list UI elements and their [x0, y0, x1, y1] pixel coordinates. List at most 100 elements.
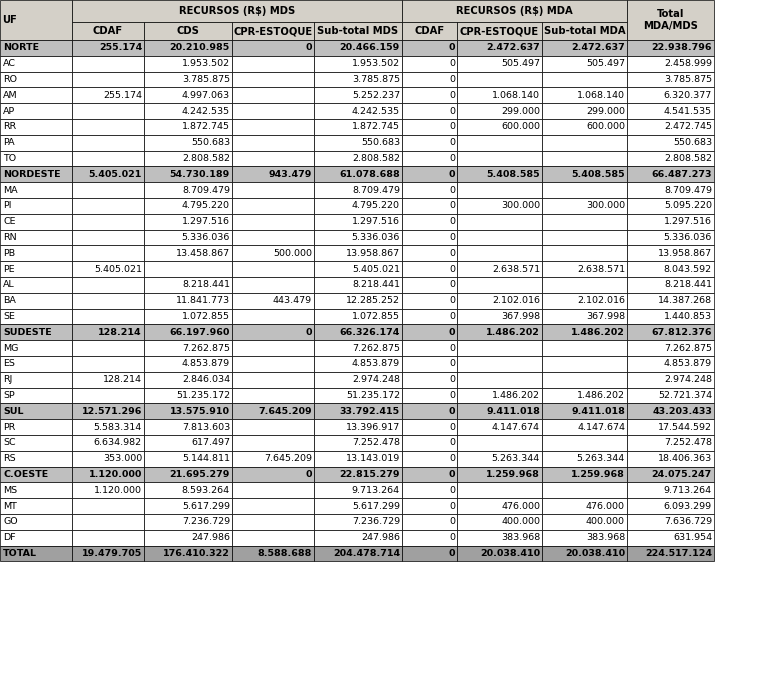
Bar [314, 482, 402, 498]
Bar [627, 135, 714, 150]
Text: 4.242.535: 4.242.535 [182, 107, 230, 116]
Bar [72, 514, 144, 530]
Text: 5.617.299: 5.617.299 [182, 502, 230, 511]
Text: 6.320.377: 6.320.377 [664, 91, 712, 100]
Bar [457, 214, 542, 229]
Bar [542, 545, 627, 561]
Bar [0, 514, 72, 530]
Text: 255.174: 255.174 [99, 44, 142, 53]
Bar [144, 166, 232, 182]
Text: 5.095.220: 5.095.220 [664, 202, 712, 211]
Bar [457, 277, 542, 293]
Bar [627, 103, 714, 119]
Text: 128.214: 128.214 [98, 328, 142, 337]
Bar [0, 530, 72, 545]
Text: 631.954: 631.954 [673, 533, 712, 542]
Bar [402, 22, 457, 40]
Bar [0, 229, 72, 245]
Bar [402, 229, 457, 245]
Bar [144, 214, 232, 229]
Bar [402, 356, 457, 372]
Text: 176.410.322: 176.410.322 [163, 549, 230, 558]
Bar [314, 71, 402, 87]
Text: AM: AM [3, 91, 18, 100]
Text: 2.846.034: 2.846.034 [182, 375, 230, 384]
Bar [457, 71, 542, 87]
Bar [72, 293, 144, 308]
Text: 18.406.363: 18.406.363 [657, 454, 712, 463]
Bar [0, 0, 72, 40]
Text: 5.336.036: 5.336.036 [664, 233, 712, 242]
Bar [314, 229, 402, 245]
Text: MS: MS [3, 486, 17, 495]
Bar [457, 308, 542, 324]
Text: RR: RR [3, 123, 16, 132]
Bar [72, 150, 144, 166]
Bar [402, 40, 457, 56]
Text: 9.713.264: 9.713.264 [352, 486, 400, 495]
Text: RECURSOS (R$) MDA: RECURSOS (R$) MDA [456, 6, 573, 16]
Bar [144, 419, 232, 435]
Text: 300.000: 300.000 [586, 202, 625, 211]
Text: 8.218.441: 8.218.441 [664, 281, 712, 290]
Text: 1.440.853: 1.440.853 [664, 312, 712, 321]
Bar [0, 56, 72, 71]
Text: 299.000: 299.000 [586, 107, 625, 116]
Bar [72, 466, 144, 482]
Bar [457, 340, 542, 356]
Text: 5.263.344: 5.263.344 [492, 454, 540, 463]
Text: 0: 0 [449, 91, 455, 100]
Bar [542, 514, 627, 530]
Bar [144, 71, 232, 87]
Text: PR: PR [3, 423, 15, 432]
Text: AC: AC [3, 59, 16, 68]
Text: 66.326.174: 66.326.174 [339, 328, 400, 337]
Text: 67.812.376: 67.812.376 [651, 328, 712, 337]
Text: 0: 0 [449, 281, 455, 290]
Bar [402, 71, 457, 87]
Text: 20.038.410: 20.038.410 [480, 549, 540, 558]
Text: 0: 0 [449, 454, 455, 463]
Text: DF: DF [3, 533, 15, 542]
Bar [627, 403, 714, 419]
Text: 0: 0 [449, 123, 455, 132]
Bar [72, 0, 402, 22]
Text: 0: 0 [449, 59, 455, 68]
Bar [232, 150, 314, 166]
Bar [72, 545, 144, 561]
Text: 0: 0 [306, 44, 312, 53]
Text: RECURSOS (R$) MDS: RECURSOS (R$) MDS [179, 6, 295, 16]
Bar [72, 308, 144, 324]
Text: RS: RS [3, 454, 15, 463]
Bar [457, 451, 542, 466]
Text: 66.487.273: 66.487.273 [651, 170, 712, 179]
Bar [72, 166, 144, 182]
Bar [72, 530, 144, 545]
Text: 400.000: 400.000 [586, 518, 625, 527]
Bar [0, 466, 72, 482]
Text: 7.236.729: 7.236.729 [182, 518, 230, 527]
Bar [457, 245, 542, 261]
Text: 0: 0 [449, 249, 455, 258]
Bar [72, 435, 144, 451]
Bar [72, 277, 144, 293]
Bar [457, 87, 542, 103]
Bar [627, 356, 714, 372]
Text: 33.792.415: 33.792.415 [340, 407, 400, 416]
Bar [627, 451, 714, 466]
Bar [314, 293, 402, 308]
Text: 1.486.202: 1.486.202 [486, 328, 540, 337]
Bar [542, 372, 627, 387]
Text: 5.336.036: 5.336.036 [352, 233, 400, 242]
Bar [232, 545, 314, 561]
Bar [402, 245, 457, 261]
Bar [542, 498, 627, 514]
Bar [402, 498, 457, 514]
Text: 0: 0 [449, 328, 455, 337]
Text: 4.853.879: 4.853.879 [182, 360, 230, 369]
Bar [232, 514, 314, 530]
Text: 0: 0 [449, 217, 455, 226]
Bar [0, 419, 72, 435]
Text: 1.068.140: 1.068.140 [577, 91, 625, 100]
Bar [402, 214, 457, 229]
